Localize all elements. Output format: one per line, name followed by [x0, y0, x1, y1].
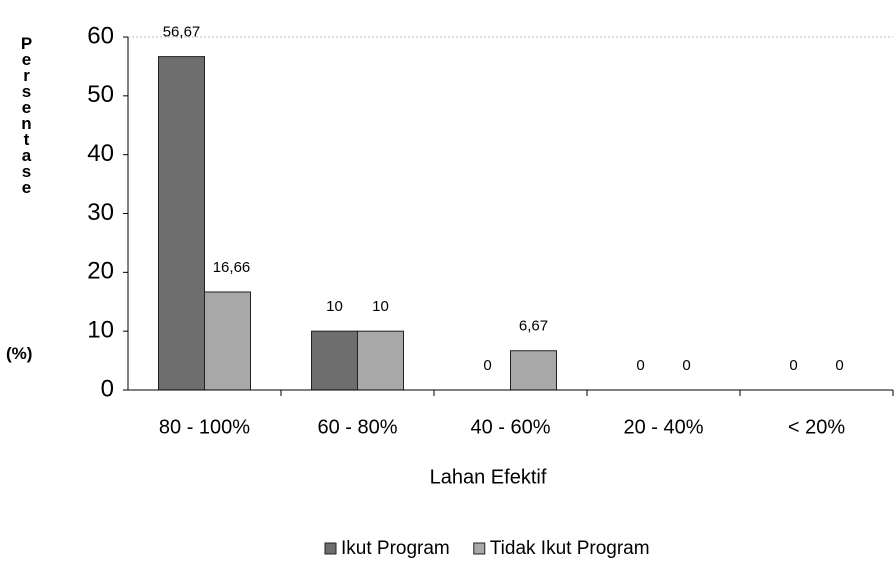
bar — [311, 330, 358, 391]
y-tick-label: 30 — [87, 199, 114, 226]
x-tick-label: < 20% — [788, 416, 845, 438]
value-label: 0 — [636, 357, 644, 374]
bar — [510, 350, 557, 391]
bar — [204, 291, 251, 391]
value-label: 10 — [372, 298, 389, 315]
legend-swatch — [473, 542, 486, 555]
value-label: 56,67 — [163, 24, 201, 41]
value-label: 0 — [835, 357, 843, 374]
y-tick-label: 60 — [87, 22, 114, 49]
legend-label: Tidak Ikut Program — [490, 538, 650, 559]
value-label: 16,66 — [213, 259, 251, 276]
y-axis-unit: (%) — [6, 344, 33, 363]
x-tick-label: 80 - 100% — [159, 416, 250, 438]
x-tick-label: 60 - 80% — [317, 416, 397, 438]
legend-swatch — [324, 542, 337, 555]
x-tick-label: 20 - 40% — [623, 416, 703, 438]
legend-label: Ikut Program — [341, 538, 450, 559]
value-label: 10 — [326, 298, 343, 315]
y-tick-label: 40 — [87, 140, 114, 167]
y-tick-label: 50 — [87, 81, 114, 108]
y-tick-label: 10 — [87, 317, 114, 344]
x-axis-label: Lahan Efektif — [430, 466, 547, 488]
value-label: 0 — [483, 357, 491, 374]
bar — [158, 56, 205, 391]
y-axis-label: Persentase — [17, 34, 36, 194]
value-label: 0 — [682, 357, 690, 374]
y-tick-label: 20 — [87, 258, 114, 285]
value-label: 6,67 — [519, 318, 548, 335]
value-label: 0 — [789, 357, 797, 374]
bar — [357, 330, 404, 391]
x-tick-label: 40 - 60% — [470, 416, 550, 438]
y-tick-label: 0 — [101, 375, 114, 402]
